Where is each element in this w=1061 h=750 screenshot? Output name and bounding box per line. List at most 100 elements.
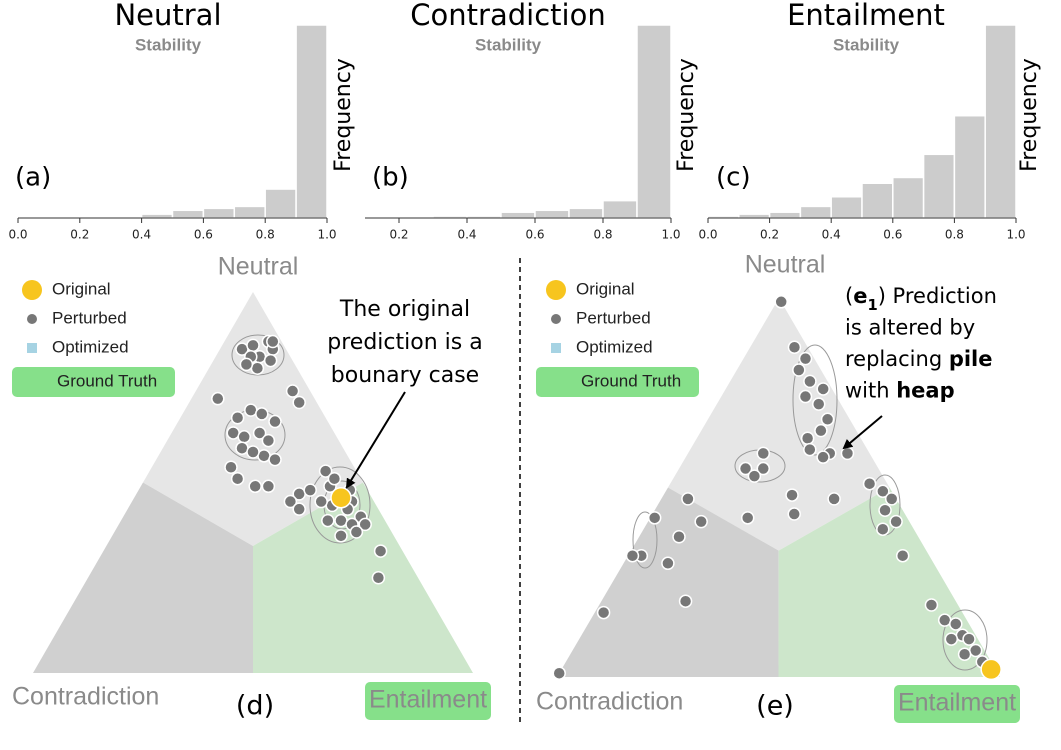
point: [884, 492, 899, 506]
chart-title: Entailment: [787, 0, 945, 32]
point: [373, 544, 388, 558]
legend-label: Ground Truth: [57, 371, 157, 390]
point: [862, 476, 877, 491]
point: [968, 643, 983, 658]
chart-subtitle: Stability: [135, 35, 202, 54]
annotation-run: The original: [339, 297, 470, 322]
bar: [140, 213, 174, 219]
x-tick-label: 0.6: [525, 228, 544, 242]
panel-label: (e): [756, 691, 794, 722]
x-tick-label: 1.0: [1006, 228, 1025, 242]
annotation: with heap: [845, 379, 955, 403]
x-tick-label: 1.0: [661, 228, 680, 242]
point: [924, 598, 939, 612]
point: [349, 525, 364, 539]
x-tick-label: 0.8: [593, 228, 612, 242]
annotation: The original: [339, 297, 470, 322]
bar: [568, 207, 604, 219]
annotation: prediction is a: [327, 330, 482, 355]
bar: [295, 24, 328, 219]
point: [980, 658, 1002, 681]
point: [756, 461, 771, 476]
region: [557, 487, 779, 677]
point: [876, 522, 890, 536]
point: [647, 511, 662, 525]
point: [811, 397, 826, 411]
point: [261, 479, 276, 494]
legend-marker: [27, 343, 37, 353]
legend-marker: [12, 367, 175, 397]
point: [261, 433, 276, 448]
bar: [171, 209, 205, 219]
point: [840, 446, 855, 461]
x-tick-label: 0.2: [70, 228, 89, 242]
point: [237, 430, 251, 444]
point: [814, 423, 828, 438]
bar: [799, 205, 832, 219]
panel-label: (c): [716, 163, 751, 193]
point: [803, 374, 817, 389]
point: [785, 488, 799, 502]
bar: [922, 153, 956, 219]
annotation: replacing pile: [845, 347, 993, 371]
point: [248, 479, 262, 494]
vertex-label: Contradiction: [12, 683, 159, 711]
point: [878, 503, 892, 517]
x-tick-label: 0.4: [132, 228, 151, 242]
chart-subtitle: Stability: [475, 35, 542, 54]
point: [625, 548, 640, 563]
legend-label: Ground Truth: [581, 371, 681, 390]
point: [334, 529, 348, 543]
point: [255, 407, 269, 421]
region: [143, 292, 363, 546]
annotation-run: pile: [949, 347, 993, 371]
legend-marker: [536, 367, 699, 397]
point: [334, 513, 348, 528]
x-tick-label: 0.8: [945, 228, 964, 242]
point: [552, 666, 566, 680]
contour: [231, 334, 285, 376]
point: [230, 471, 245, 486]
bar: [264, 188, 297, 219]
bar: [500, 211, 536, 219]
point: [330, 486, 352, 509]
point: [889, 514, 903, 529]
annotation-run: with: [845, 379, 896, 403]
point: [596, 605, 611, 620]
point: [268, 414, 282, 429]
annotation-run: replacing: [845, 347, 949, 371]
point: [895, 548, 910, 563]
point: [235, 441, 249, 455]
legend-label: Optimized: [576, 337, 653, 356]
annotation-run: bounary case: [331, 363, 479, 388]
x-tick-label: 0.2: [760, 228, 779, 242]
y-axis-label: Frequency: [674, 58, 699, 172]
point: [816, 450, 830, 464]
x-tick-label: 0.6: [883, 228, 902, 242]
point: [358, 517, 372, 532]
vertex-label: Neutral: [745, 251, 826, 279]
annotation-arrow: [345, 391, 406, 489]
annotation: is altered by: [845, 316, 975, 340]
legend-label: Perturbed: [576, 308, 651, 327]
panel-label: (a): [15, 163, 51, 193]
bar: [768, 211, 802, 219]
legend-marker: [27, 314, 37, 324]
point: [246, 445, 260, 459]
point: [792, 363, 806, 377]
point: [244, 403, 258, 417]
x-tick-label: 0.2: [389, 228, 408, 242]
point: [803, 442, 817, 457]
bar: [830, 196, 863, 219]
legend-label: Original: [52, 279, 111, 298]
annotation-arrow: [842, 415, 883, 450]
annotation: (e1) Prediction: [845, 284, 997, 314]
point: [798, 389, 813, 404]
point: [283, 494, 298, 509]
point: [820, 412, 835, 427]
point: [285, 384, 300, 398]
legend-label: Optimized: [52, 337, 129, 356]
region: [253, 482, 473, 673]
x-tick-label: 0.4: [822, 228, 841, 242]
